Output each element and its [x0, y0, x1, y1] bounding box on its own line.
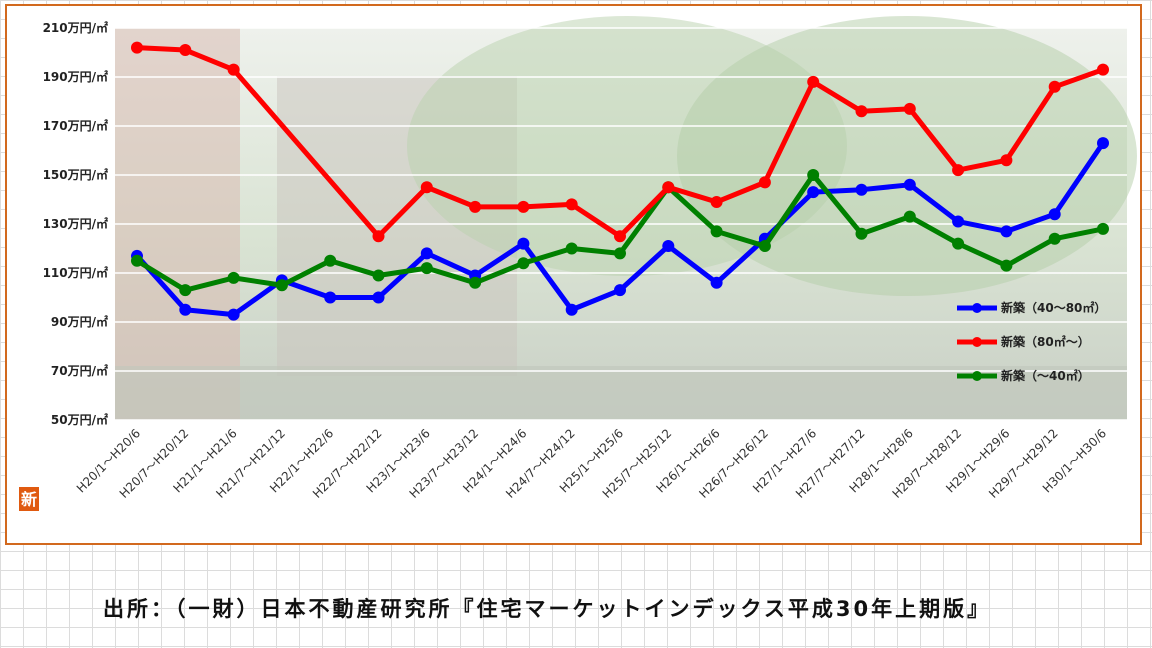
data-point: [614, 284, 626, 297]
data-point: [372, 230, 385, 243]
data-point: [179, 284, 192, 297]
data-point: [324, 254, 337, 267]
data-point: [855, 227, 868, 240]
data-point: [807, 75, 820, 88]
data-point: [903, 102, 916, 115]
y-tick-label: 70万円/㎡: [51, 363, 108, 378]
y-tick-label: 150万円/㎡: [43, 167, 108, 182]
legend-swatch-marker: [972, 371, 982, 381]
y-tick-label: 50万円/㎡: [51, 412, 108, 427]
data-point: [710, 225, 723, 238]
data-point: [614, 247, 626, 260]
data-point: [372, 269, 385, 282]
data-point: [710, 276, 723, 289]
data-point: [227, 63, 240, 76]
data-point: [469, 276, 482, 289]
y-tick-label: 190万円/㎡: [43, 69, 108, 84]
data-point: [324, 291, 337, 304]
y-axis-tick-labels: 50万円/㎡ 70万円/㎡ 90万円/㎡ 110万円/㎡ 130万円/㎡ 150万円/㎡ 1…: [43, 20, 108, 427]
data-point: [1048, 80, 1061, 93]
data-point: [517, 257, 530, 270]
data-point: [952, 237, 965, 250]
data-point: [1048, 232, 1061, 245]
data-point: [1000, 154, 1013, 167]
data-point: [855, 105, 868, 118]
data-point: [1000, 225, 1013, 238]
data-point: [131, 41, 143, 54]
data-point: [952, 215, 965, 228]
data-point: [131, 254, 143, 267]
data-point: [1097, 63, 1109, 76]
data-point: [565, 242, 578, 255]
data-point: [227, 308, 240, 321]
data-point: [469, 200, 482, 213]
data-point: [179, 44, 192, 57]
chart-frame: 50万円/㎡ 70万円/㎡ 90万円/㎡ 110万円/㎡ 130万円/㎡ 150万円/㎡ 1…: [5, 4, 1142, 545]
x-axis-tick-labels: H20/1～H20/6H20/7～H20/12H21/1～H21/6H21/7～…: [74, 426, 1109, 501]
data-point: [420, 262, 433, 275]
legend: 新築（40～80㎡） 新築（80㎡～） 新築（～40㎡）: [957, 300, 1106, 383]
series-layer: [131, 41, 1109, 321]
legend-label: 新築（～40㎡）: [1001, 368, 1090, 383]
y-tick-label: 210万円/㎡: [43, 20, 108, 35]
data-point: [903, 178, 916, 191]
data-point: [227, 271, 240, 284]
badge-icon: 新: [19, 487, 39, 511]
data-point: [614, 230, 626, 243]
source-note: 出所：（一財）日本不動産研究所『住宅マーケットインデックス平成30年上期版』: [103, 597, 992, 621]
data-point: [758, 240, 771, 253]
data-point: [517, 200, 530, 213]
data-point: [1048, 208, 1061, 221]
data-point: [275, 279, 288, 292]
series-1: [131, 41, 1109, 243]
data-point: [710, 195, 723, 208]
data-point: [1097, 222, 1109, 235]
data-point: [952, 164, 965, 177]
y-tick-label: 130万円/㎡: [43, 216, 108, 231]
data-point: [1097, 137, 1109, 150]
data-point: [372, 291, 385, 304]
legend-label: 新築（40～80㎡）: [1001, 300, 1106, 315]
legend-swatch-marker: [972, 337, 982, 347]
data-point: [758, 176, 771, 189]
data-point: [179, 303, 192, 316]
data-point: [807, 169, 820, 181]
badge-text: 新: [21, 490, 37, 509]
data-point: [1000, 259, 1013, 272]
plot-background-photo: [115, 16, 1137, 420]
y-tick-label: 170万円/㎡: [43, 118, 108, 133]
data-point: [420, 181, 433, 194]
data-point: [807, 186, 820, 199]
data-point: [662, 181, 675, 194]
y-tick-label: 90万円/㎡: [51, 314, 108, 329]
data-point: [517, 237, 530, 250]
y-tick-label: 110万円/㎡: [43, 265, 108, 280]
legend-label: 新築（80㎡～）: [1001, 334, 1090, 349]
data-point: [662, 240, 675, 253]
data-point: [420, 247, 433, 260]
data-point: [565, 303, 578, 316]
line-chart: 50万円/㎡ 70万円/㎡ 90万円/㎡ 110万円/㎡ 130万円/㎡ 150万円/㎡ 1…: [19, 16, 1137, 511]
data-point: [855, 183, 868, 196]
data-point: [565, 198, 578, 211]
data-point: [903, 210, 916, 223]
legend-swatch-marker: [972, 303, 982, 313]
